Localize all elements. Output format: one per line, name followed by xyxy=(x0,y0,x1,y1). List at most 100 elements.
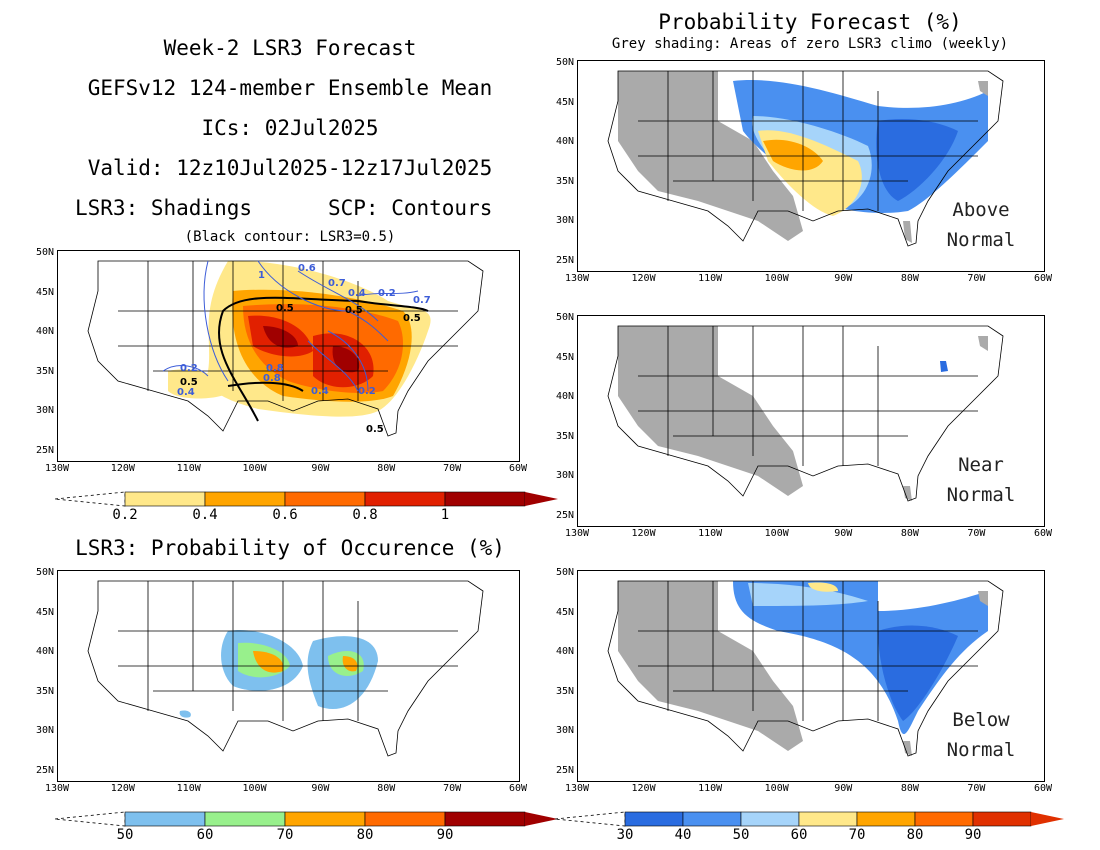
occurrence-map-panel xyxy=(57,570,520,782)
colorbar-segment xyxy=(364,811,446,827)
probability-forecast-subtitle: Grey shading: Areas of zero LSR3 climo (… xyxy=(611,36,1009,52)
lon-tick-label: 100W xyxy=(764,783,789,794)
colorbar-over-triangle xyxy=(1031,812,1064,826)
header-black-contour-note: (Black contour: LSR3=0.5) xyxy=(184,229,396,245)
lon-tick-label: 90W xyxy=(834,528,853,539)
lat-tick-label: 50N xyxy=(35,567,54,578)
lon-tick-label: 120W xyxy=(110,463,135,474)
lat-tick-label: 45N xyxy=(35,606,54,618)
lat-tick-label: 30N xyxy=(555,215,574,227)
contour-label: 0.4 xyxy=(348,288,366,299)
lon-tick-label: 80W xyxy=(900,528,919,539)
colorbar-segment xyxy=(740,811,800,827)
contour-label: 0.2 xyxy=(180,363,198,374)
colorbar-segment xyxy=(682,811,742,827)
lon-tick-label: 60W xyxy=(1033,528,1053,539)
near-label-line1: Near xyxy=(958,454,1004,476)
lat-tick-label: 30N xyxy=(35,405,54,417)
scp-contours xyxy=(162,260,419,392)
colorbar-probability xyxy=(555,811,1064,827)
header-line-4: Valid: 12z10Jul2025-12z17Jul2025 xyxy=(87,156,493,180)
header-line-1: Week-2 LSR3 Forecast xyxy=(163,36,417,60)
colorbar-segment xyxy=(284,491,366,507)
contour-label: 0.5 xyxy=(276,303,294,314)
lsr3-shade-1-east xyxy=(332,346,360,373)
contour-label: 0.5 xyxy=(180,377,198,388)
colorbar-tick-label: 50 xyxy=(116,827,134,843)
lon-tick-label: 80W xyxy=(377,463,396,474)
colorbar-tick-label: 1 xyxy=(440,507,450,523)
contour-label: 0.7 xyxy=(328,278,346,289)
contour-label: 0.4 xyxy=(311,386,329,397)
lsr3-black-contour-south xyxy=(227,381,304,392)
contour-label-group: 0.5 0.5 0.5 0.5 0.5 0.8 0.8 0.4 0.2 0.2 … xyxy=(177,263,431,435)
colorbar-tick-label: 60 xyxy=(790,827,808,843)
below-normal-svg xyxy=(607,580,1004,757)
colorbar-occurrence xyxy=(55,811,558,827)
lon-tick-label: 100W xyxy=(242,783,267,794)
lon-tick-label: 80W xyxy=(900,273,919,284)
colorbar-segment xyxy=(204,811,286,827)
header-line-3: ICs: 02Jul2025 xyxy=(201,116,379,140)
lon-tick-label: 60W xyxy=(1033,273,1053,284)
lon-tick-label: 130W xyxy=(564,528,590,539)
lat-tick-label: 45N xyxy=(35,286,54,298)
lon-tick-label: 100W xyxy=(764,528,789,539)
colorbar-segment xyxy=(284,811,366,827)
colorbar-tick-label: 0.4 xyxy=(192,507,218,523)
occurrence-map-svg xyxy=(87,580,484,757)
lon-tick-label: 110W xyxy=(698,528,723,539)
lat-tick-label: 40N xyxy=(35,646,54,658)
contour-label: 0.5 xyxy=(403,313,421,324)
contour-label: 0.6 xyxy=(298,263,316,274)
colorbar-segment xyxy=(444,491,526,507)
below-label-line2: Normal xyxy=(946,739,1016,761)
colorbar-tick-label: 0.8 xyxy=(352,507,378,523)
lat-tick-label: 25N xyxy=(35,765,54,776)
lat-tick-label: 40N xyxy=(555,646,574,658)
above-label-line2: Normal xyxy=(946,229,1016,251)
lon-tick-label: 130W xyxy=(44,783,70,794)
lat-tick-label: 35N xyxy=(555,685,574,697)
below-normal-label: Below Normal xyxy=(926,705,1036,765)
probability-forecast-title: Probability Forecast (%) xyxy=(658,10,962,34)
contour-label: 0.8 xyxy=(263,373,281,384)
near-normal-svg xyxy=(607,325,1004,502)
lon-tick-label: 130W xyxy=(564,273,590,284)
colorbar-tick-label: 0.2 xyxy=(112,507,138,523)
lon-tick-label: 120W xyxy=(631,273,656,284)
lsr3-shade-02-sw xyxy=(168,369,233,399)
lon-tick-label: 70W xyxy=(967,783,986,794)
colorbar-segment xyxy=(798,811,858,827)
colorbar-tick-label: 70 xyxy=(276,827,294,843)
lat-tick-label: 25N xyxy=(555,510,574,521)
contour-label: 0.5 xyxy=(345,305,363,316)
near-label-line2: Normal xyxy=(946,484,1016,506)
colorbar-lsr3 xyxy=(55,491,558,507)
lsr3-black-contour xyxy=(217,296,429,422)
colorbar-tick-label: 90 xyxy=(436,827,454,843)
lon-tick-label: 70W xyxy=(967,273,986,284)
lon-tick-label: 60W xyxy=(1033,783,1053,794)
contour-label: 0.7 xyxy=(413,295,431,306)
lat-tick-label: 45N xyxy=(555,606,574,618)
lat-tick-label: 45N xyxy=(555,351,574,363)
colorbar-under-triangle xyxy=(555,811,626,827)
colorbar-segment xyxy=(856,811,916,827)
lon-tick-label: 120W xyxy=(631,783,656,794)
lon-tick-label: 90W xyxy=(311,463,330,474)
lat-tick-label: 35N xyxy=(555,430,574,442)
colorbar-segment xyxy=(124,811,206,827)
lon-tick-label: 120W xyxy=(110,783,135,794)
lon-tick-label: 100W xyxy=(242,463,267,474)
lat-tick-label: 25N xyxy=(35,445,54,456)
lsr3-shade-1-west xyxy=(263,326,298,348)
lon-tick-label: 90W xyxy=(834,273,853,284)
lat-tick-label: 25N xyxy=(555,255,574,266)
lon-tick-label: 120W xyxy=(631,528,656,539)
lon-tick-label: 60W xyxy=(508,463,528,474)
lon-tick-label: 100W xyxy=(764,273,789,284)
colorbar-tick-label: 80 xyxy=(356,827,374,843)
lon-tick-label: 110W xyxy=(176,463,201,474)
colorbar-segment xyxy=(972,811,1032,827)
